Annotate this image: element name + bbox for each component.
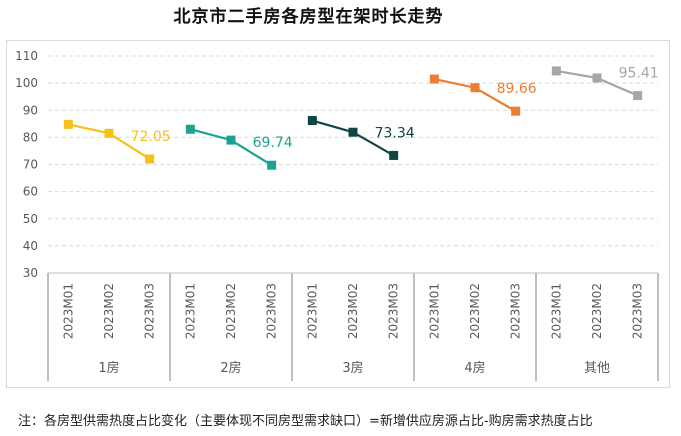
data-point bbox=[226, 135, 236, 145]
y-tick-label: 80 bbox=[23, 130, 38, 144]
data-point bbox=[389, 150, 399, 160]
x-tick-label: 2023M03 bbox=[143, 283, 157, 339]
footnote: 注：各房型供需热度占比变化（主要体现不同房型需求缺口）=新增供应房源占比-购房需… bbox=[18, 414, 593, 429]
data-point bbox=[63, 119, 73, 129]
y-tick-label: 100 bbox=[15, 76, 38, 90]
data-label: 73.34 bbox=[375, 125, 415, 141]
data-point bbox=[307, 116, 317, 126]
data-point bbox=[267, 160, 277, 170]
y-tick-label: 30 bbox=[23, 266, 38, 280]
data-point bbox=[592, 73, 602, 83]
x-tick-label: 2023M03 bbox=[387, 283, 401, 339]
data-point bbox=[185, 124, 195, 134]
group-label: 其他 bbox=[584, 361, 610, 376]
data-point bbox=[633, 91, 643, 101]
x-tick-label: 2023M03 bbox=[265, 283, 279, 339]
y-tick-label: 50 bbox=[23, 212, 38, 226]
chart-frame: 30 40 50 60 70 80 90 100 110 2023M01 2023M02 2023M0… bbox=[6, 40, 670, 388]
data-point bbox=[348, 127, 358, 137]
data-point bbox=[145, 154, 155, 164]
group-label: 3房 bbox=[342, 360, 363, 376]
data-point bbox=[429, 74, 439, 84]
y-tick-label: 70 bbox=[23, 158, 38, 172]
y-tick-label: 60 bbox=[23, 185, 38, 199]
x-tick-label: 2023M03 bbox=[631, 283, 645, 339]
data-label: 95.41 bbox=[619, 66, 659, 82]
data-label: 72.05 bbox=[131, 129, 171, 145]
x-tick-label: 2023M02 bbox=[102, 283, 116, 339]
group-label: 2房 bbox=[220, 360, 241, 376]
data-point bbox=[511, 106, 521, 116]
data-label: 69.74 bbox=[253, 135, 293, 151]
x-tick-label: 2023M02 bbox=[590, 283, 604, 339]
x-tick-label: 2023M02 bbox=[224, 283, 238, 339]
x-tick-label: 2023M01 bbox=[549, 283, 563, 339]
data-point bbox=[551, 66, 561, 76]
chart-title: 北京市二手房各房型在架时长走势 bbox=[173, 7, 444, 27]
y-tick-label: 110 bbox=[15, 49, 38, 63]
x-tick-label: 2023M03 bbox=[509, 283, 523, 339]
line-chart: 30 40 50 60 70 80 90 100 110 2023M01 2023M02 2023M0… bbox=[15, 49, 659, 381]
x-tick-label: 2023M02 bbox=[346, 283, 360, 339]
y-tick-label: 40 bbox=[23, 239, 38, 253]
x-tick-label: 2023M01 bbox=[427, 283, 441, 339]
x-tick-label: 2023M01 bbox=[305, 283, 319, 339]
data-label: 89.66 bbox=[497, 81, 537, 97]
x-tick-label: 2023M02 bbox=[468, 283, 482, 339]
group-label: 1房 bbox=[98, 360, 119, 376]
group-label: 4房 bbox=[464, 360, 485, 376]
y-tick-label: 90 bbox=[23, 103, 38, 117]
x-tick-label: 2023M01 bbox=[183, 283, 197, 339]
data-point bbox=[470, 83, 480, 93]
data-point bbox=[104, 128, 114, 138]
x-tick-label: 2023M01 bbox=[61, 283, 75, 339]
